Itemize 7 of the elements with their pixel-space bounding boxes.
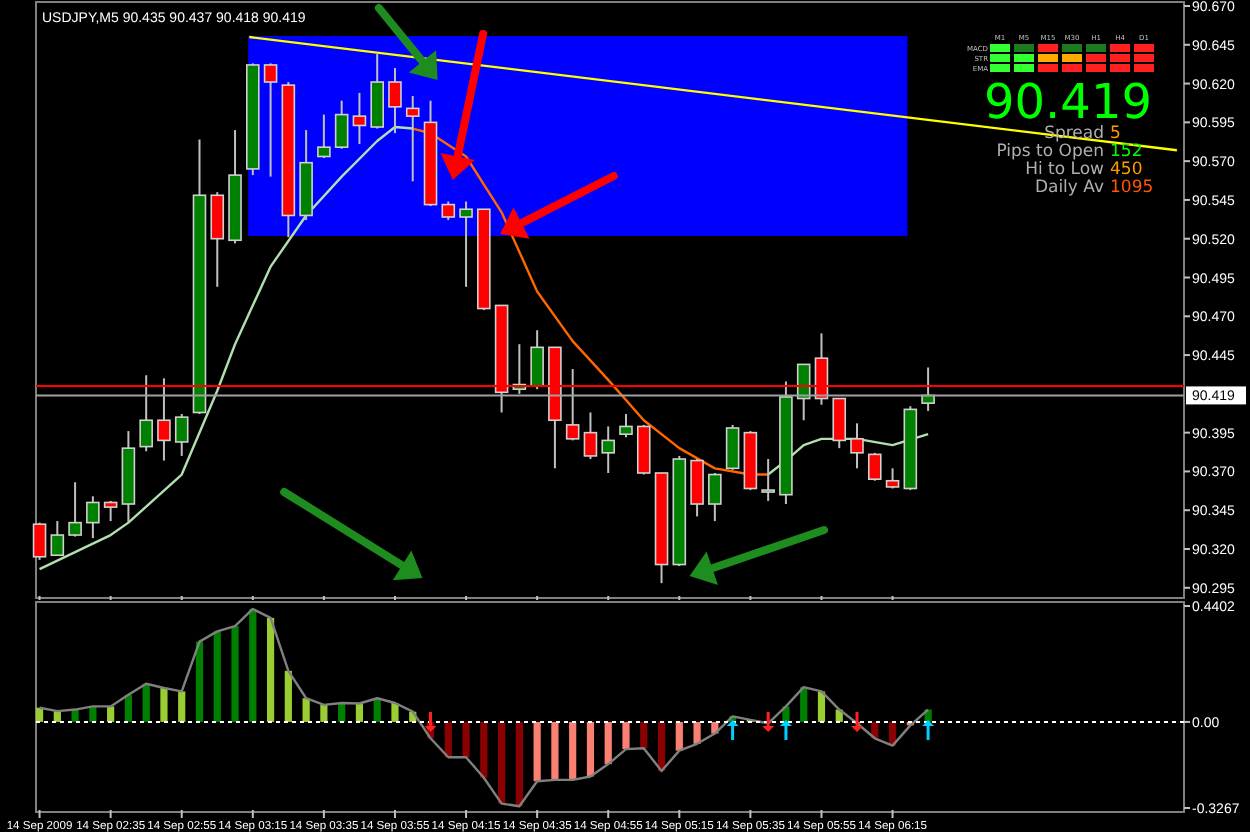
annotation: Hi to Low	[1025, 160, 1105, 180]
annotation: 152	[1110, 142, 1143, 162]
annotation: Daily Av	[1034, 178, 1104, 198]
annotation: 5	[1110, 124, 1121, 144]
annotation: 450	[1110, 160, 1143, 180]
annotation: Pips to Open	[996, 142, 1104, 162]
annotation: 1095	[1110, 178, 1154, 198]
